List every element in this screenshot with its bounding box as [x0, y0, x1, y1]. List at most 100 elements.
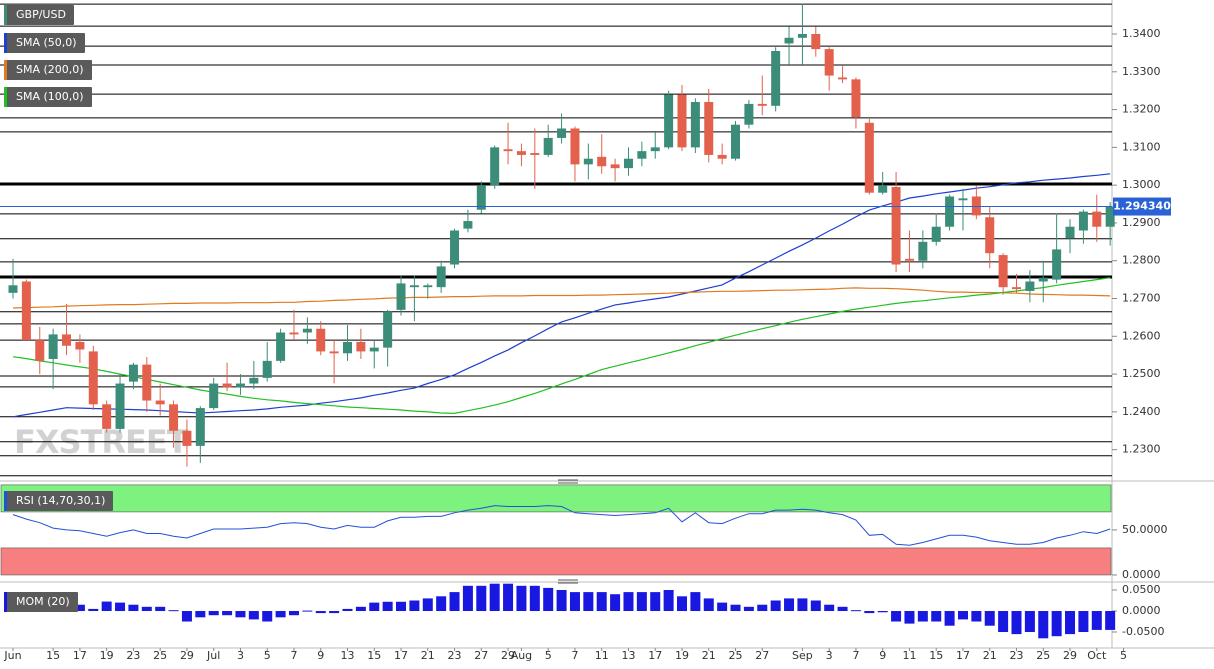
candle-body	[503, 149, 513, 152]
momentum-bar	[436, 596, 447, 612]
indicator-label: MOM (20)	[16, 595, 70, 608]
candle-body	[316, 328, 326, 352]
momentum-bar	[1051, 611, 1062, 637]
momentum-bar	[931, 611, 942, 622]
candle-body	[423, 285, 433, 288]
candle-body	[383, 311, 393, 348]
x-tick-label: 17	[956, 649, 970, 662]
x-tick-label: 21	[421, 649, 435, 662]
candle-body	[35, 340, 45, 361]
candle-body	[971, 196, 981, 216]
candle-body	[262, 360, 272, 378]
momentum-bar	[181, 611, 192, 622]
y-tick-label: -0.0500	[1122, 625, 1164, 638]
momentum-bar	[610, 594, 621, 612]
candle-body	[664, 94, 674, 148]
rsi-band	[0, 484, 1112, 513]
y-tick-label: 1.2700	[1122, 292, 1161, 305]
rsi-band	[0, 547, 1112, 576]
candle-body	[610, 164, 620, 169]
momentum-bar	[784, 598, 795, 612]
x-tick-label: 17	[394, 649, 408, 662]
momentum-bar	[235, 611, 246, 618]
candle-body	[329, 351, 339, 354]
candle-body	[1052, 249, 1062, 280]
momentum-bar	[449, 592, 460, 612]
x-tick-label: 23	[126, 649, 140, 662]
candle-body	[169, 404, 179, 431]
x-tick-label: 27	[755, 649, 769, 662]
x-tick-label: 15	[46, 649, 60, 662]
momentum-bar	[824, 604, 835, 612]
x-tick-label: 23	[448, 649, 462, 662]
momentum-bar	[262, 611, 273, 622]
x-tick-label: 11	[595, 649, 609, 662]
candle-body	[891, 187, 901, 265]
momentum-bar	[222, 611, 233, 616]
momentum-bar	[208, 611, 219, 616]
x-tick-label: 21	[702, 649, 716, 662]
momentum-bar	[74, 604, 85, 612]
x-tick-label: 25	[729, 649, 743, 662]
x-tick-label: 19	[675, 649, 689, 662]
candle-body	[396, 283, 406, 310]
momentum-bar	[877, 611, 888, 613]
candle-body	[356, 341, 366, 352]
candle-body	[182, 430, 192, 446]
candle-body	[1025, 281, 1035, 291]
candle-body	[530, 153, 540, 155]
momentum-bar	[516, 585, 527, 612]
momentum-bar	[1105, 611, 1116, 630]
candle-body	[918, 241, 928, 261]
tag-stripe	[4, 87, 7, 107]
momentum-bar	[342, 608, 353, 612]
momentum-bar	[195, 611, 206, 618]
candle-body	[450, 230, 460, 265]
x-tick-label: 15	[367, 649, 381, 662]
momentum-bar	[355, 606, 366, 612]
y-tick-label: 1.3300	[1122, 65, 1161, 78]
candle-body	[75, 341, 85, 350]
momentum-bar	[797, 598, 808, 612]
x-tick-label: 29	[1063, 649, 1077, 662]
candle-body	[1012, 287, 1021, 290]
candle-body	[142, 364, 152, 401]
candle-body	[1092, 211, 1102, 227]
candle-body	[717, 154, 727, 159]
momentum-bar	[1078, 611, 1089, 633]
candle-body	[637, 151, 647, 159]
y-tick-label: 1.3000	[1122, 178, 1161, 191]
legend-label: SMA (50,0)	[16, 36, 77, 49]
sma-line	[12, 287, 1111, 309]
momentum-bar	[248, 611, 259, 620]
momentum-bar	[743, 606, 754, 612]
momentum-bar	[369, 602, 380, 612]
x-tick-label: 19	[100, 649, 114, 662]
candle-body	[1105, 206, 1115, 227]
y-tick-label: 1.2800	[1122, 254, 1161, 267]
tag-stripe	[4, 33, 7, 53]
tag-stripe	[4, 491, 7, 511]
y-tick-label: 50.0000	[1122, 523, 1168, 536]
momentum-bar	[396, 601, 407, 612]
momentum-bar	[1011, 611, 1022, 635]
y-tick-label: 1.3400	[1122, 27, 1161, 40]
candle-body	[516, 151, 526, 155]
candle-body	[864, 122, 874, 193]
candle-body	[583, 158, 593, 165]
momentum-bar	[101, 601, 112, 612]
candle-body	[690, 102, 700, 148]
momentum-bar	[596, 592, 607, 612]
x-tick-label: 5	[264, 649, 271, 662]
candle-body	[757, 103, 767, 106]
last-price-label: 1.294340	[1113, 200, 1171, 213]
candle-body	[811, 34, 821, 50]
candle-body	[1078, 211, 1088, 231]
momentum-bar	[1024, 611, 1035, 633]
tag-stripe	[4, 592, 7, 612]
momentum-bar	[141, 606, 152, 612]
x-tick-label: 17	[648, 649, 662, 662]
tag-stripe	[4, 60, 7, 80]
candle-body	[945, 196, 955, 227]
